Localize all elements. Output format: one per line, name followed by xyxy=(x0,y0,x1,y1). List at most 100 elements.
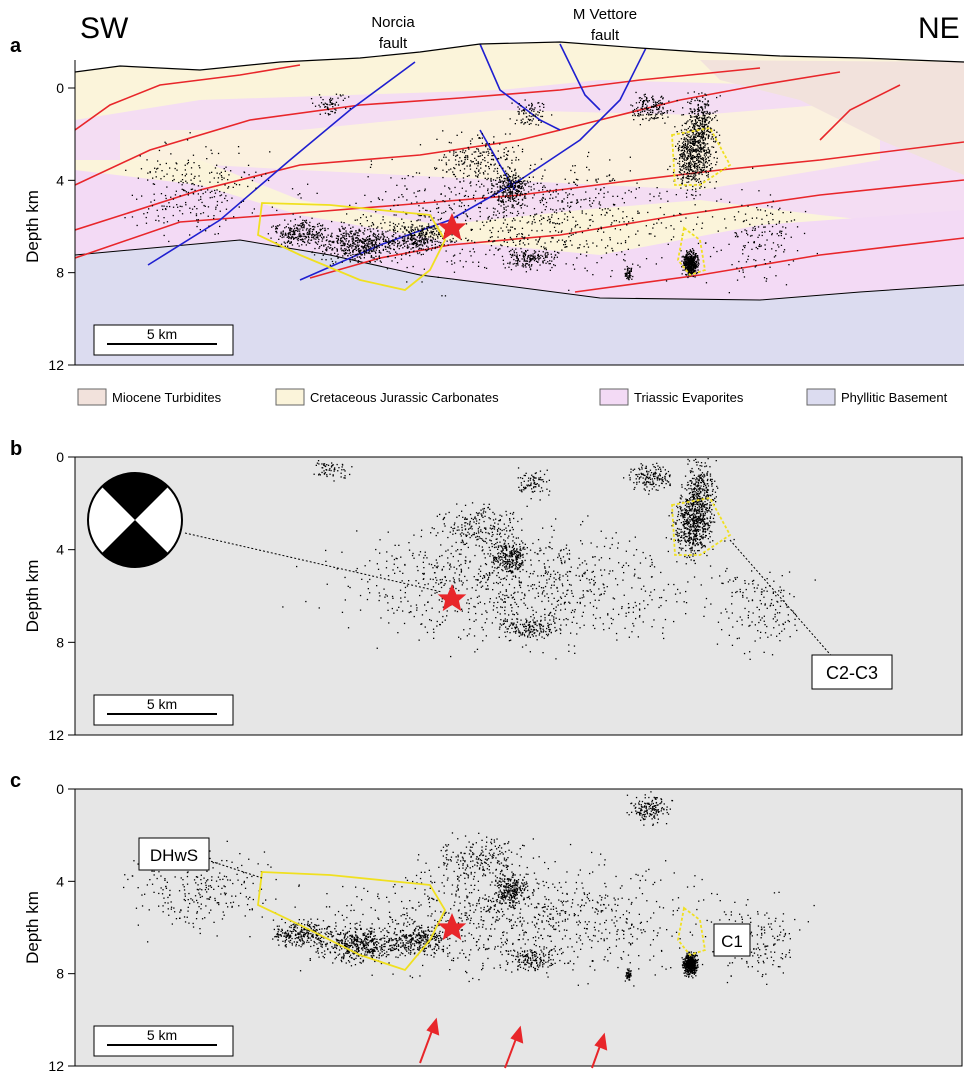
event xyxy=(522,569,523,570)
event xyxy=(426,233,427,234)
event xyxy=(356,250,357,251)
event xyxy=(688,970,689,971)
event xyxy=(341,948,342,949)
event xyxy=(502,548,503,549)
event xyxy=(679,533,680,534)
event xyxy=(689,145,690,146)
event xyxy=(684,162,685,163)
event xyxy=(425,242,426,243)
event xyxy=(408,246,409,247)
event xyxy=(414,953,415,954)
event xyxy=(695,954,696,955)
event xyxy=(366,954,367,955)
event xyxy=(503,183,504,184)
event xyxy=(698,142,699,143)
event xyxy=(435,247,436,248)
event xyxy=(346,249,347,250)
event xyxy=(290,232,291,233)
event xyxy=(403,236,404,237)
event xyxy=(517,190,518,191)
event xyxy=(519,557,520,558)
event xyxy=(417,240,418,241)
event xyxy=(680,548,681,549)
event xyxy=(303,940,304,941)
event xyxy=(692,550,693,551)
event xyxy=(337,241,338,242)
event xyxy=(394,245,395,246)
event xyxy=(705,546,706,547)
event xyxy=(697,491,698,492)
event xyxy=(383,946,384,947)
event xyxy=(695,270,696,271)
event xyxy=(430,239,431,240)
event xyxy=(332,242,333,243)
event xyxy=(698,113,699,114)
event xyxy=(329,926,330,927)
event xyxy=(366,245,367,246)
event xyxy=(694,539,695,540)
event xyxy=(695,509,696,510)
event xyxy=(310,960,311,961)
event xyxy=(332,962,333,963)
event xyxy=(284,933,285,934)
event xyxy=(420,941,421,942)
event xyxy=(331,233,332,234)
event xyxy=(381,955,382,956)
event xyxy=(680,156,681,157)
event xyxy=(713,147,714,148)
event xyxy=(405,254,406,255)
event xyxy=(698,156,699,157)
event xyxy=(701,167,702,168)
event xyxy=(678,552,679,553)
event xyxy=(407,246,408,247)
event xyxy=(682,181,683,182)
event xyxy=(688,169,689,170)
event xyxy=(364,257,365,258)
event xyxy=(689,261,690,262)
event xyxy=(418,932,419,933)
event xyxy=(383,238,384,239)
event xyxy=(684,153,685,154)
event xyxy=(522,194,523,195)
event xyxy=(687,172,688,173)
event xyxy=(318,239,319,240)
event xyxy=(370,934,371,935)
event xyxy=(403,924,404,925)
event xyxy=(708,172,709,173)
event xyxy=(369,241,370,242)
event xyxy=(405,949,406,950)
event xyxy=(716,181,717,182)
event xyxy=(270,238,271,239)
event xyxy=(321,237,322,238)
event xyxy=(701,162,702,163)
event xyxy=(362,943,363,944)
event xyxy=(699,101,700,102)
event xyxy=(368,930,369,931)
event xyxy=(679,141,680,142)
event xyxy=(695,459,696,460)
event xyxy=(340,240,341,241)
event xyxy=(702,113,703,114)
event xyxy=(424,941,425,942)
event xyxy=(371,257,372,258)
event xyxy=(319,929,320,930)
event xyxy=(699,477,700,478)
event xyxy=(498,204,499,205)
event xyxy=(701,547,702,548)
event xyxy=(706,154,707,155)
event xyxy=(687,518,688,519)
event xyxy=(343,955,344,956)
event xyxy=(707,130,708,131)
event xyxy=(309,231,310,232)
event xyxy=(311,940,312,941)
event xyxy=(508,199,509,200)
event xyxy=(686,129,687,130)
event xyxy=(690,263,691,264)
event xyxy=(346,236,347,237)
event xyxy=(516,189,517,190)
event xyxy=(691,976,692,977)
event xyxy=(700,492,701,493)
event xyxy=(513,178,514,179)
event xyxy=(324,228,325,229)
event xyxy=(513,200,514,201)
